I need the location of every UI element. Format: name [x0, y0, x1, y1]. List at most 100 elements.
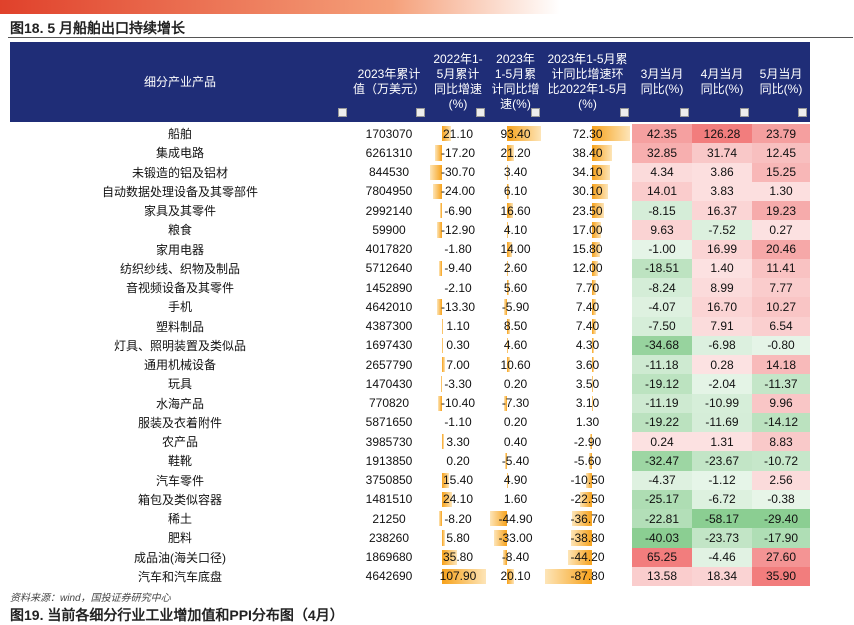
product-name: 通用机械设备 — [10, 355, 350, 374]
cell-value: 5.60 — [488, 278, 543, 297]
source: 资料来源：wind，国投证券研究中心 — [10, 589, 171, 604]
column-header: 2023年1-5月累计同比增速环比2022年1-5月(%) — [543, 44, 632, 120]
cell-value: 12.45 — [752, 143, 810, 162]
cell-value: 20.46 — [752, 240, 810, 259]
cell-value: 11.41 — [752, 259, 810, 278]
cell-value: -2.90 — [543, 432, 632, 451]
column-header: 细分产业产品 — [10, 44, 350, 120]
cell-value: 5.80 — [428, 528, 488, 547]
cell-value: 4.30 — [543, 336, 632, 355]
cell-value: 4017820 — [350, 240, 428, 259]
cell-value: -12.90 — [428, 220, 488, 239]
product-name: 音视频设备及其零件 — [10, 278, 350, 297]
cell-value: -1.00 — [632, 240, 692, 259]
cell-value: -44.90 — [488, 509, 543, 528]
product-name: 水海产品 — [10, 394, 350, 413]
cell-value: -7.30 — [488, 394, 543, 413]
product-name: 汽车零件 — [10, 471, 350, 490]
cell-value: -22.81 — [632, 509, 692, 528]
cell-value: -5.40 — [488, 451, 543, 470]
cell-value: 5871650 — [350, 413, 428, 432]
product-name: 塑料制品 — [10, 317, 350, 336]
cell-value: 34.10 — [543, 163, 632, 182]
cell-value: 0.40 — [488, 432, 543, 451]
cell-value: -6.72 — [692, 490, 752, 509]
cell-value: -9.40 — [428, 259, 488, 278]
cell-value: 844530 — [350, 163, 428, 182]
cell-value: 2.56 — [752, 471, 810, 490]
cell-value: -7.50 — [632, 317, 692, 336]
cell-value: -11.69 — [692, 413, 752, 432]
cell-value: 21.10 — [428, 124, 488, 143]
cell-value: -44.20 — [543, 548, 632, 567]
cell-value: -2.04 — [692, 374, 752, 393]
cell-value: -10.72 — [752, 451, 810, 470]
cell-value: -13.30 — [428, 297, 488, 316]
cell-value: 3750850 — [350, 471, 428, 490]
rule — [8, 37, 853, 38]
cell-value: 4642010 — [350, 297, 428, 316]
cell-value: 1869680 — [350, 548, 428, 567]
cell-value: 21.20 — [488, 143, 543, 162]
cell-value: 8.50 — [488, 317, 543, 336]
cell-value: 6.10 — [488, 182, 543, 201]
cell-value: 3985730 — [350, 432, 428, 451]
cell-value: -6.98 — [692, 336, 752, 355]
cell-value: 3.30 — [428, 432, 488, 451]
cell-value: 126.28 — [692, 124, 752, 143]
cell-value: 7.40 — [543, 317, 632, 336]
cell-value: 8.83 — [752, 432, 810, 451]
cell-value: 7.77 — [752, 278, 810, 297]
cell-value: 14.18 — [752, 355, 810, 374]
cell-value: 15.40 — [428, 471, 488, 490]
cell-value: 35.80 — [428, 548, 488, 567]
cell-value: -33.00 — [488, 528, 543, 547]
cell-value: -8.24 — [632, 278, 692, 297]
cell-value: -8.20 — [428, 509, 488, 528]
cell-value: 4642690 — [350, 567, 428, 586]
cell-value: 5712640 — [350, 259, 428, 278]
product-name: 成品油(海关口径) — [10, 548, 350, 567]
cell-value: 1.40 — [692, 259, 752, 278]
cell-value: -4.46 — [692, 548, 752, 567]
cell-value: -4.37 — [632, 471, 692, 490]
cell-value: -24.00 — [428, 182, 488, 201]
cell-value: 3.86 — [692, 163, 752, 182]
cell-value: 0.20 — [428, 451, 488, 470]
product-name: 服装及衣着附件 — [10, 413, 350, 432]
cell-value: 0.27 — [752, 220, 810, 239]
cell-value: 4.90 — [488, 471, 543, 490]
cell-value: 16.99 — [692, 240, 752, 259]
cell-value: 32.85 — [632, 143, 692, 162]
cell-value: -10.50 — [543, 471, 632, 490]
cell-value: 16.37 — [692, 201, 752, 220]
cell-value: 1470430 — [350, 374, 428, 393]
cell-value: -1.80 — [428, 240, 488, 259]
cell-value: -19.12 — [632, 374, 692, 393]
cell-value: 15.80 — [543, 240, 632, 259]
cell-value: -1.10 — [428, 413, 488, 432]
cell-value: 4.34 — [632, 163, 692, 182]
cell-value: 7.00 — [428, 355, 488, 374]
cell-value: 18.34 — [692, 567, 752, 586]
cell-value: 1913850 — [350, 451, 428, 470]
cell-value: 9.63 — [632, 220, 692, 239]
product-name: 船舶 — [10, 124, 350, 143]
cell-value: 65.25 — [632, 548, 692, 567]
cell-value: 42.35 — [632, 124, 692, 143]
cell-value: 4.10 — [488, 220, 543, 239]
filter-button — [531, 108, 540, 117]
cell-value: 1.30 — [543, 413, 632, 432]
cell-value: 3.60 — [543, 355, 632, 374]
cell-value: -87.80 — [543, 567, 632, 586]
cell-value: -11.18 — [632, 355, 692, 374]
cell-value: 15.25 — [752, 163, 810, 182]
cell-value: -10.40 — [428, 394, 488, 413]
cell-value: 23.50 — [543, 201, 632, 220]
cell-value: 107.90 — [428, 567, 488, 586]
cell-value: 3.40 — [488, 163, 543, 182]
cell-value: 2992140 — [350, 201, 428, 220]
cell-value: 2657790 — [350, 355, 428, 374]
top-bar — [0, 0, 560, 14]
product-name: 家用电器 — [10, 240, 350, 259]
